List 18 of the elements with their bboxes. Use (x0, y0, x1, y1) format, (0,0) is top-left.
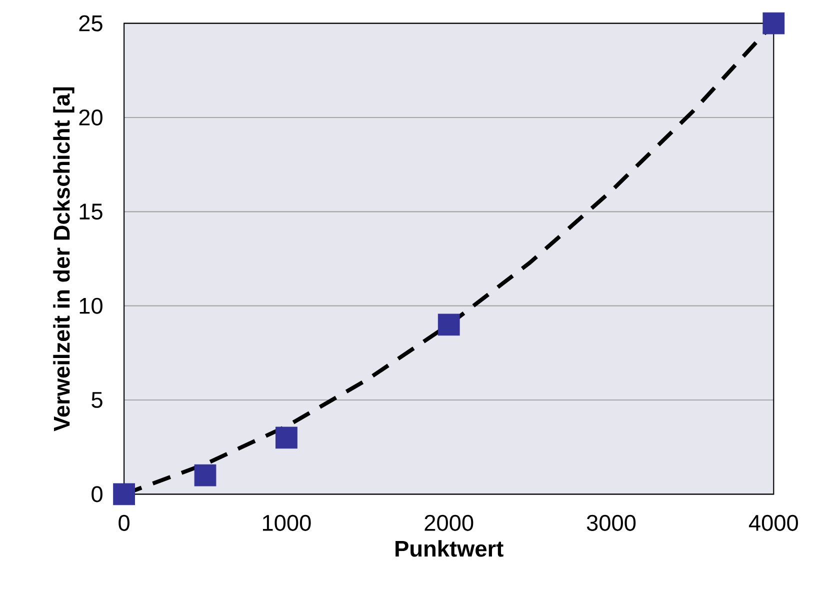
y-tick-label: 15 (80, 204, 102, 220)
point (113, 483, 135, 506)
y-tick-label: 0 (92, 486, 102, 502)
y-axis-title: Verweilzeit in der Dckschicht [a] (53, 87, 74, 432)
y-tick-label: 5 (92, 392, 102, 408)
x-tick-label: 3000 (586, 514, 636, 532)
x-axis-title: Punktwert (396, 540, 504, 557)
x-tick-label: 2000 (424, 514, 474, 532)
x-tick-label: 0 (118, 514, 130, 532)
point (194, 464, 216, 486)
y-tick-label: 25 (79, 15, 102, 32)
y-tick-label: 10 (80, 298, 102, 314)
point (438, 314, 460, 336)
point (276, 426, 298, 449)
point (762, 12, 785, 34)
x-tick-label: 1000 (262, 514, 311, 532)
y-tick-label: 20 (79, 110, 102, 126)
x-tick-label: 4000 (748, 514, 798, 532)
